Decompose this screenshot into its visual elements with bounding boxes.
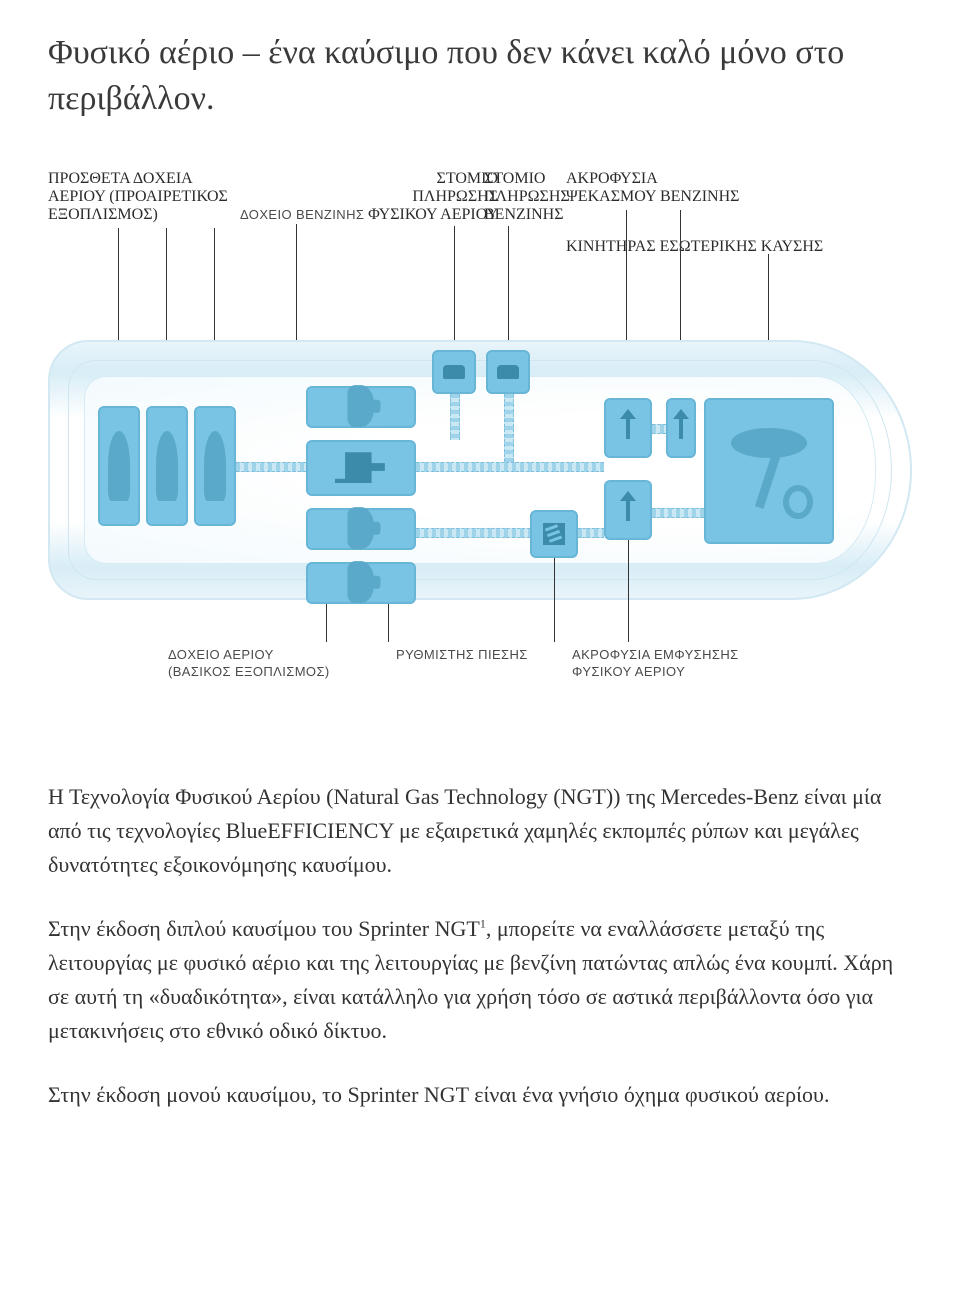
extra-gas-tank-2 [146, 406, 188, 526]
body-text: Η Τεχνολογία Φυσικού Αερίου (Natural Gas… [48, 780, 912, 1113]
extra-gas-tank-3 [194, 406, 236, 526]
label-petrol-tank: ΔΟΧΕΙΟ ΒΕΝΖΙΝΗΣ [240, 207, 364, 222]
label-extra-gas-tanks: ΠΡΟΣΘΕΤΑ ΔΟΧΕΙΑ ΑΕΡΙΟΥ (ΠΡΟΑΙΡΕΤΙΚΟΣ ΕΞΟ… [48, 170, 248, 224]
label-petrol-injectors: ΑΚΡΟΦΥΣΙΑ ΨΕΚΑΣΜΟΥ ΒΕΝΖΙΝΗΣ [566, 170, 756, 206]
ngt-diagram: ΠΡΟΣΘΕΤΑ ΔΟΧΕΙΑ ΑΕΡΙΟΥ (ΠΡΟΑΙΡΕΤΙΚΟΣ ΕΞΟ… [48, 170, 912, 690]
label-pressure-regulator: ΡΥΘΜΙΣΤΗΣ ΠΙΕΣΗΣ [396, 646, 576, 664]
extra-gas-tank-1 [98, 406, 140, 526]
pipe [578, 528, 604, 538]
gas-tank-std-3 [306, 562, 416, 604]
page-title: Φυσικό αέριο – ένα καύσιμο που δεν κάνει… [48, 30, 912, 122]
paragraph-2: Στην έκδοση διπλού καυσίμου του Sprinter… [48, 912, 912, 1048]
injector-right [666, 398, 696, 458]
pipe [450, 394, 460, 440]
pressure-regulator [530, 510, 578, 558]
label-gas-tank-std: ΔΟΧΕΙΟ ΑΕΡΙΟΥ (ΒΑΣΙΚΟΣ ΕΞΟΠΛΙΣΜΟΣ) [168, 646, 368, 681]
label-gas-injectors: ΑΚΡΟΦΥΣΙΑ ΕΜΦΥΣΗΣΗΣ ΦΥΣΙΚΟΥ ΑΕΡΙΟΥ [572, 646, 792, 681]
petrol-injector-top [604, 398, 652, 458]
gas-tank-std-1 [306, 386, 416, 428]
pipe [236, 462, 306, 472]
gas-injector-bot [604, 480, 652, 540]
pipe [416, 462, 604, 472]
petrol-tank-block [306, 440, 416, 496]
label-engine: ΚΙΝΗΤΗΡΑΣ ΕΣΩΤΕΡΙΚΗΣ ΚΑΥΣΗΣ [566, 238, 866, 256]
combustion-engine [704, 398, 834, 544]
paragraph-3: Στην έκδοση μονού καυσίμου, το Sprinter … [48, 1078, 912, 1112]
gas-tank-std-2 [306, 508, 416, 550]
pipe [652, 424, 666, 434]
petrol-filler-cap [486, 350, 530, 394]
pipe [652, 508, 704, 518]
gas-filler-cap [432, 350, 476, 394]
pipe [416, 528, 530, 538]
pipe [504, 394, 514, 462]
label-gas-filler: ΣΤΟΜΙΟ ΠΛΗΡΩΣΗΣ ΦΥΣΙΚΟΥ ΑΕΡΙΟΥ [358, 170, 498, 224]
paragraph-1: Η Τεχνολογία Φυσικού Αερίου (Natural Gas… [48, 780, 912, 882]
